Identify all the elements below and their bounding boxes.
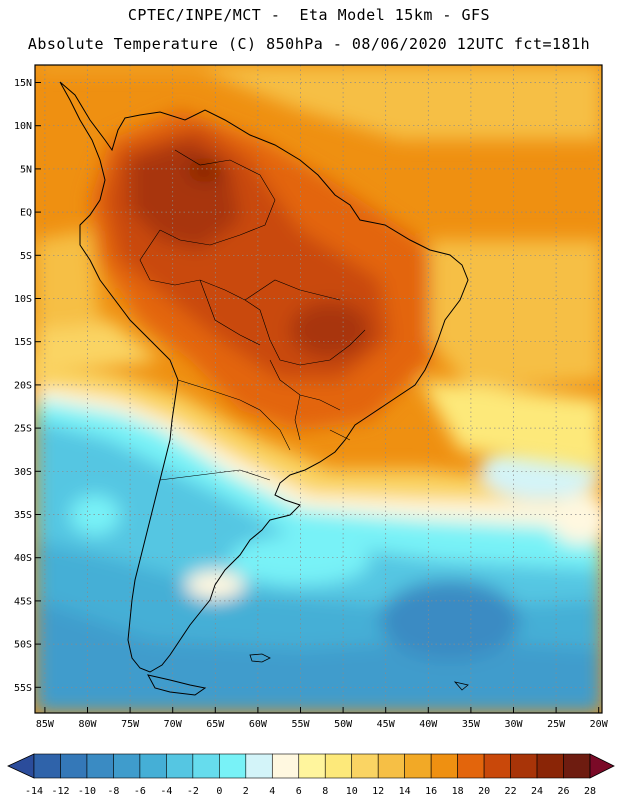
colorbar-segment [377, 753, 405, 779]
lat-label: 25S [14, 424, 32, 435]
lon-label: 40W [419, 719, 438, 730]
lon-label: 75W [121, 719, 140, 730]
lon-label: 50W [334, 719, 353, 730]
lat-label: 40S [14, 553, 32, 564]
colorbar-label: 28 [584, 786, 596, 797]
lon-label: 80W [78, 719, 97, 730]
colorbar-arrow-right [589, 753, 615, 779]
colorbar-label: -14 [25, 786, 43, 797]
title-line-1: CPTEC/INPE/MCT - Eta Model 15km - GFS [127, 6, 491, 24]
lon-label: 25W [547, 719, 566, 730]
lat-label: 10S [14, 294, 32, 305]
lon-label: 60W [249, 719, 268, 730]
colorbar-segment [192, 753, 220, 779]
colorbar-segment [245, 753, 273, 779]
lon-label: 65W [206, 719, 225, 730]
colorbar-segment [33, 753, 61, 779]
colorbar-segment [510, 753, 538, 779]
colorbar-label: 22 [505, 786, 517, 797]
colorbar-segment [298, 753, 326, 779]
colorbar: -14 -12 -10 -8 -6 -4 -2 0 2 4 6 8 10 12 14 16 18 20 22 24 26… [7, 753, 615, 797]
falklands [249, 653, 271, 663]
graticule [35, 65, 602, 713]
colorbar-segment [430, 753, 458, 779]
colorbar-label: 24 [531, 786, 543, 797]
lat-label: EQ [20, 208, 32, 219]
colorbar-segment [139, 753, 167, 779]
lat-label: 30S [14, 467, 32, 478]
lon-label: 70W [164, 719, 183, 730]
colorbar-label: -10 [78, 786, 96, 797]
longitude-labels: 85W 80W 75W 70W 65W 60W 55W 50W 45W 40W 35W 30W 25W 2… [36, 707, 609, 730]
lat-label: 15N [14, 78, 32, 89]
lat-label: 55S [14, 683, 32, 694]
colorbar-segment [166, 753, 194, 779]
colorbar-label: -4 [160, 786, 172, 797]
lon-label: 45W [377, 719, 396, 730]
colorbar-segment [113, 753, 141, 779]
colorbar-label: 26 [558, 786, 570, 797]
map-frame [34, 64, 603, 714]
temperature-field [35, 65, 602, 713]
south-georgia [453, 681, 469, 691]
lat-label: 15S [14, 337, 32, 348]
colorbar-label: 2 [243, 786, 249, 797]
colorbar-label: 12 [372, 786, 384, 797]
lon-label: 55W [291, 719, 310, 730]
colorbar-segment [483, 753, 511, 779]
colorbar-segment [536, 753, 564, 779]
colorbar-segment [563, 753, 591, 779]
colorbar-label: 4 [269, 786, 275, 797]
lon-label: 20W [590, 719, 609, 730]
lon-label: 85W [36, 719, 55, 730]
colorbar-segment [324, 753, 353, 779]
lat-label: 50S [14, 640, 32, 651]
colorbar-label: 0 [216, 786, 222, 797]
lat-label: 20S [14, 380, 32, 391]
colorbar-label: 18 [452, 786, 464, 797]
colorbar-arrow-left [7, 753, 35, 779]
colorbar-label: 6 [296, 786, 302, 797]
colorbar-label: 10 [346, 786, 358, 797]
lat-label: 10N [14, 121, 32, 132]
south-america-coastline [59, 81, 469, 673]
colorbar-label: -12 [51, 786, 69, 797]
colorbar-label: 20 [478, 786, 490, 797]
colorbar-segment [351, 753, 379, 779]
colorbar-label: -2 [187, 786, 199, 797]
country-borders [139, 149, 366, 481]
colorbar-segment [457, 753, 485, 779]
colorbar-segment [271, 753, 300, 779]
colorbar-segment [60, 753, 88, 779]
latitude-labels: 15N 10N 5N EQ 5S 10S 15S 20S 25S 30S 35S 40S 45S 50S 5… [14, 78, 41, 694]
colorbar-segment [86, 753, 114, 779]
colorbar-label: 14 [399, 786, 411, 797]
colorbar-label: -8 [107, 786, 119, 797]
colorbar-label: 16 [425, 786, 437, 797]
lon-label: 30W [504, 719, 523, 730]
colorbar-label: -6 [134, 786, 146, 797]
colorbar-segment [404, 753, 432, 779]
lon-label: 35W [462, 719, 481, 730]
colorbar-label: 8 [322, 786, 328, 797]
colorbar-segment [219, 753, 247, 779]
lat-label: 35S [14, 510, 32, 521]
tierra-del-fuego [147, 674, 207, 696]
title-line-2: Absolute Temperature (C) 850hPa - 08/06/… [27, 35, 591, 53]
lat-label: 45S [14, 596, 32, 607]
lat-label: 5N [20, 164, 32, 175]
lat-label: 5S [20, 251, 32, 262]
